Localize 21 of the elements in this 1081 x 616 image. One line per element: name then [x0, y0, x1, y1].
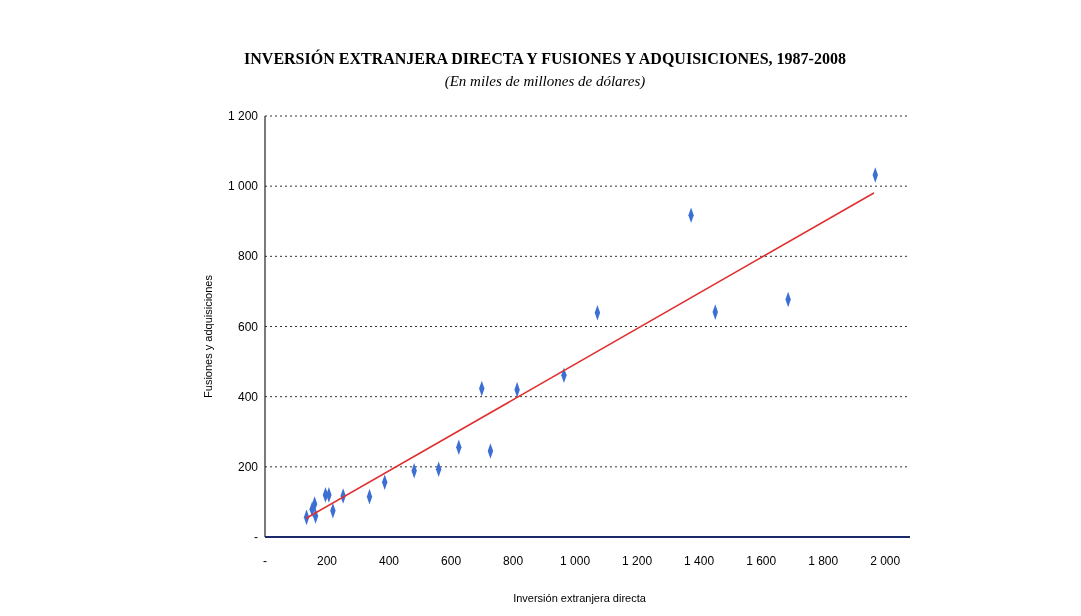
y-tick-label: 200: [237, 459, 259, 474]
x-tick-label: 1 200: [622, 554, 653, 568]
y-axis-title: Fusiones y adquisiciones: [202, 274, 214, 398]
chart-subtitle: (En miles de millones de dólares): [444, 73, 646, 90]
chart-title: INVERSIÓN EXTRANJERA DIRECTA Y FUSIONES Y ADQUISICIONES, 1987-2008: [244, 49, 846, 67]
x-tick-label: 1 800: [808, 554, 839, 568]
x-tick-label: 1 400: [684, 554, 715, 568]
x-tick-label: 800: [503, 554, 524, 568]
x-tick-label: 2 000: [870, 554, 901, 568]
y-tick-label: 800: [237, 249, 259, 264]
y-tick-label: 400: [237, 389, 259, 404]
y-tick-label: 1 000: [227, 179, 259, 194]
x-tick-label: 1 600: [746, 554, 777, 568]
y-tick-label: 1 200: [227, 109, 259, 123]
x-tick-label: 600: [441, 554, 462, 568]
y-tick-label: -: [254, 530, 258, 544]
x-tick-label: 1 000: [560, 554, 591, 568]
x-tick-label: 400: [379, 554, 400, 568]
x-axis-title: Inversión extranjera directa: [513, 592, 647, 604]
y-tick-label: 600: [237, 319, 259, 334]
x-tick-label: 200: [317, 554, 338, 568]
